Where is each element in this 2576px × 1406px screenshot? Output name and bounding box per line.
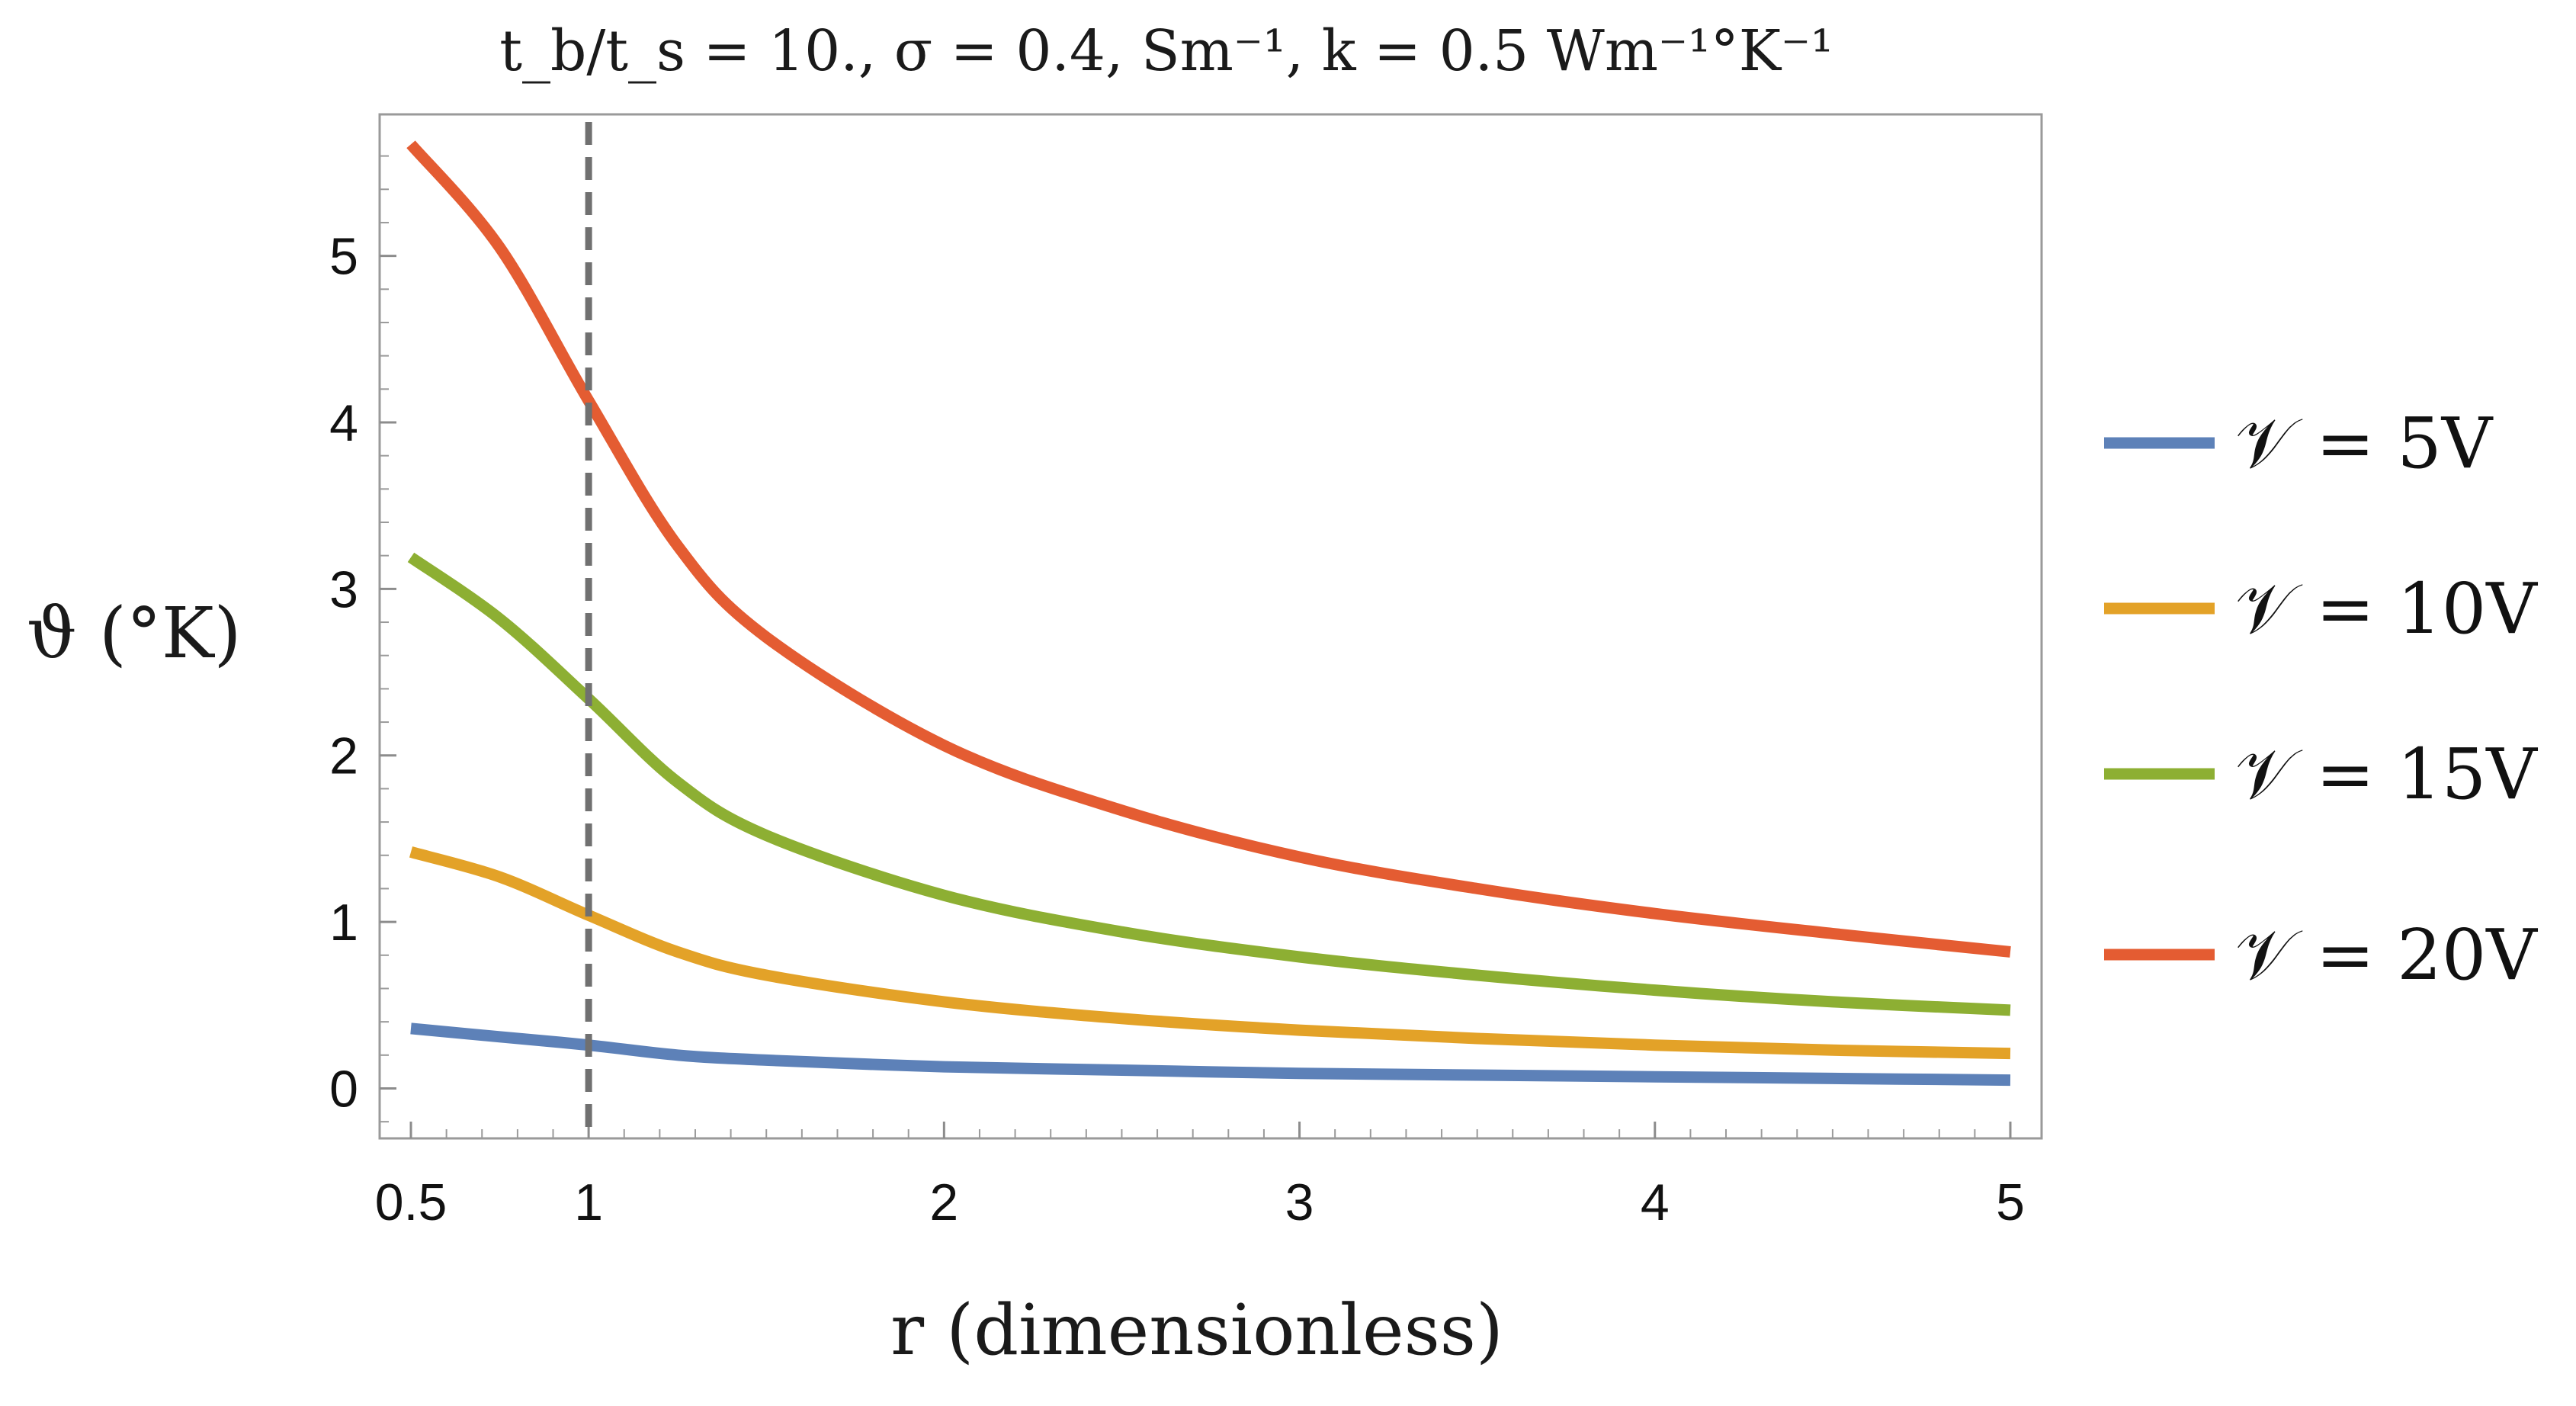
legend-label: 𝒱 = 20V xyxy=(2235,914,2538,996)
legend-item: 𝒱 = 10V xyxy=(2104,568,2538,650)
x-tick-label: 2 xyxy=(929,1173,958,1231)
legend-label: 𝒱 = 10V xyxy=(2235,568,2538,650)
x-minor-ticks xyxy=(445,1129,1976,1138)
series-line-1 xyxy=(410,1022,2011,1087)
legend-item: 𝒱 = 15V xyxy=(2104,733,2538,815)
legend-item: 𝒱 = 5V xyxy=(2104,403,2494,484)
x-tick-label: 3 xyxy=(1285,1173,1314,1231)
y-tick-label: 4 xyxy=(329,394,358,452)
y-minor-ticks xyxy=(380,155,389,1123)
legend-label: 𝒱 = 5V xyxy=(2235,403,2494,484)
series-line-4 xyxy=(406,140,2011,958)
plot-frame xyxy=(378,113,2043,1140)
legend-item: 𝒱 = 20V xyxy=(2104,914,2538,996)
y-tick-label: 1 xyxy=(329,894,358,952)
y-tick-label: 2 xyxy=(329,727,358,785)
y-tick-label: 3 xyxy=(329,560,358,618)
y-tick-label: 5 xyxy=(329,228,358,286)
chart-title: t_b/t_s = 10., σ = 0.4, Sm⁻¹, k = 0.5 Wm… xyxy=(499,18,1833,84)
legend: 𝒱 = 5V 𝒱 = 10V 𝒱 = 15V 𝒱 = 20V xyxy=(2104,403,2538,996)
x-axis-label: r (dimensionless) xyxy=(890,1289,1503,1371)
x-tick-label: 1 xyxy=(574,1173,603,1231)
y-tick-label: 0 xyxy=(329,1060,358,1118)
x-tick-label: 5 xyxy=(1996,1173,2025,1231)
legend-label: 𝒱 = 15V xyxy=(2235,733,2538,815)
x-tick-label: 4 xyxy=(1641,1173,1670,1231)
x-tick-label: 0.5 xyxy=(375,1173,448,1231)
x-ticks: 0.5 1 2 3 4 5 xyxy=(375,1122,2025,1231)
plot-area xyxy=(406,122,2011,1138)
series-line-2 xyxy=(409,846,2011,1060)
y-ticks: 0 1 2 3 4 5 xyxy=(329,228,396,1118)
series-line-3 xyxy=(407,552,2011,1016)
y-axis-label: ϑ (°K) xyxy=(27,592,242,674)
